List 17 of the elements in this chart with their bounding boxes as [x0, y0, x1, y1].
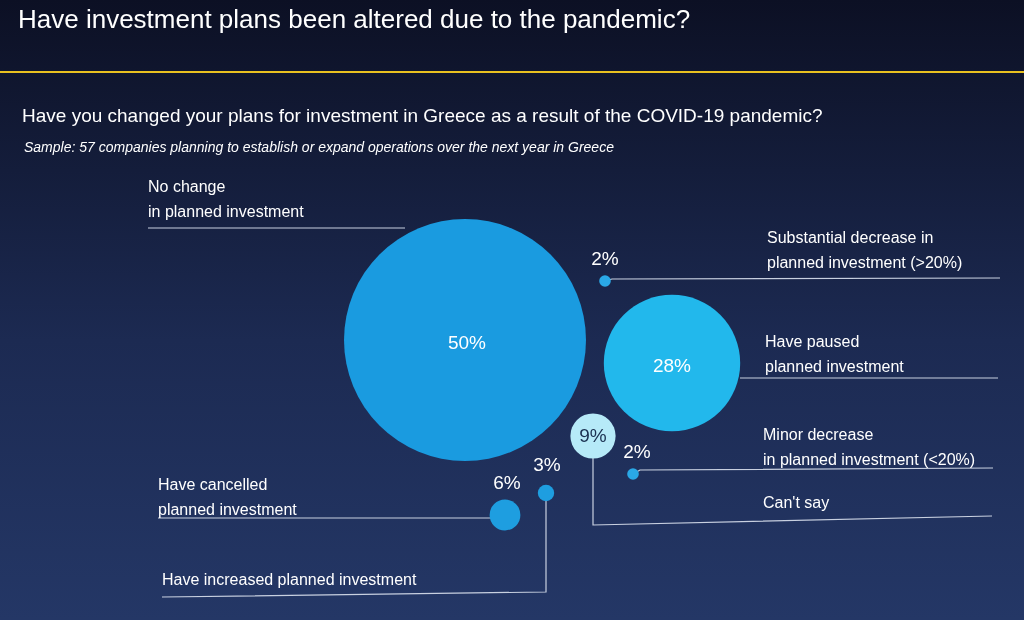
- text: Have investment plans been altered due to the pandemic?: [18, 4, 691, 34]
- text: Sample: 57 companies planning to establish or expand operations over the next year in Greece: [24, 139, 615, 155]
- data-label: 28%: [652, 355, 692, 376]
- category-label: Substantial decrease in planned investment (>20%): [767, 229, 963, 271]
- data-label: 2%: [623, 441, 651, 462]
- data-label: 6%: [493, 472, 521, 493]
- data-label: 2%: [591, 248, 619, 269]
- category-label: Have increased planned investment: [162, 571, 417, 588]
- category-label: Have cancelled planned investment: [158, 476, 298, 518]
- category-label: Minor decrease in planned investment (<20%): [763, 426, 976, 468]
- data-label: 9%: [579, 425, 607, 446]
- category-label: Have paused planned investment: [765, 333, 905, 375]
- text: Have you changed your plans for investment in Greece as a result of the COVID-19 pandemic?: [22, 105, 823, 126]
- data-label: 50%: [447, 332, 487, 353]
- category-label: Can't say: [763, 494, 830, 511]
- data-label: 3%: [533, 454, 561, 475]
- category-label: No change in planned investment: [148, 178, 305, 220]
